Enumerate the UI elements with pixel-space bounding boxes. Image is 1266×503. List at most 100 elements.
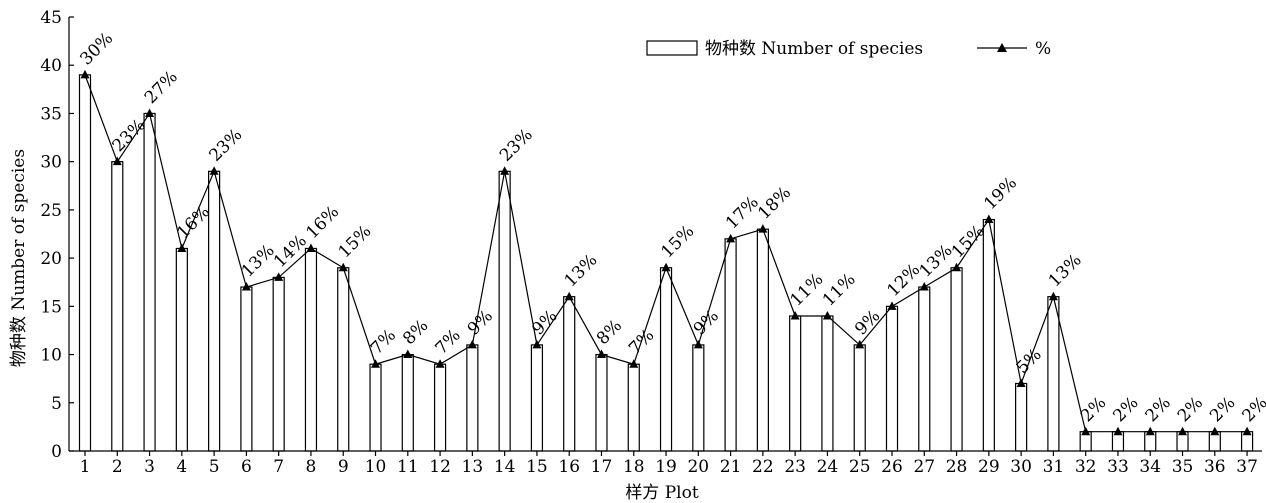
- line-marker: [1016, 378, 1026, 387]
- x-tick-label: 37: [1236, 457, 1258, 477]
- y-tick-label: 30: [40, 153, 62, 173]
- line-marker: [241, 282, 251, 291]
- y-tick-label: 40: [40, 56, 62, 76]
- x-tick-label: 30: [1010, 457, 1032, 477]
- data-label: 15%: [335, 221, 376, 262]
- line-marker: [112, 156, 122, 166]
- data-label: 30%: [76, 29, 117, 70]
- data-label: 7%: [431, 326, 464, 359]
- line-marker: [564, 291, 574, 301]
- x-tick-label: 23: [784, 457, 806, 477]
- line-marker: [338, 262, 348, 272]
- x-tick-label: 8: [306, 457, 317, 477]
- x-tick-label: 18: [623, 457, 645, 477]
- x-tick-label: 19: [655, 457, 677, 477]
- y-axis-title: 物种数 Number of species: [9, 149, 29, 367]
- data-label: 27%: [141, 67, 182, 108]
- x-tick-label: 21: [720, 457, 742, 477]
- y-tick-label: 15: [40, 297, 62, 317]
- bar: [466, 344, 479, 452]
- data-label: 5%: [1013, 345, 1046, 378]
- data-label: 16%: [302, 202, 343, 243]
- bar: [272, 276, 285, 452]
- x-tick-label: 31: [1043, 457, 1065, 477]
- data-label: 11%: [787, 270, 828, 311]
- bar: [111, 161, 124, 452]
- data-label: 14%: [270, 231, 311, 272]
- line-marker: [855, 339, 865, 349]
- line-marker: [726, 233, 736, 243]
- data-label: 9%: [464, 306, 497, 339]
- line-marker: [629, 359, 639, 368]
- x-tick-label: 1: [80, 457, 91, 477]
- line-marker: [661, 262, 671, 272]
- data-label: 9%: [528, 306, 561, 339]
- data-label: 11%: [819, 270, 860, 311]
- x-tick-label: 34: [1139, 457, 1161, 477]
- x-tick-label: 17: [591, 457, 613, 477]
- data-label: 13%: [561, 250, 602, 291]
- x-tick-label: 5: [209, 457, 220, 477]
- bar: [853, 344, 866, 452]
- y-tick-label: 35: [40, 104, 62, 124]
- y-tick-label: 10: [40, 346, 62, 366]
- line-marker: [306, 243, 316, 252]
- bar: [789, 315, 802, 452]
- y-tick-label: 25: [40, 201, 62, 221]
- x-tick-label: 12: [429, 457, 451, 477]
- bar: [885, 305, 899, 452]
- bar: [627, 363, 640, 452]
- data-label: 8%: [593, 316, 626, 349]
- x-tick-label: 24: [817, 457, 839, 477]
- line-marker: [500, 166, 510, 175]
- data-label: 2%: [1238, 393, 1266, 426]
- x-tick-label: 7: [273, 457, 284, 477]
- line-marker: [80, 69, 90, 79]
- x-tick-label: 6: [241, 457, 252, 477]
- data-label: 23%: [109, 115, 150, 156]
- line-marker: [1145, 426, 1155, 436]
- x-tick-label: 32: [1075, 457, 1097, 477]
- bar: [1047, 296, 1060, 452]
- y-tick-label: 0: [51, 442, 62, 462]
- line-marker: [1113, 426, 1123, 436]
- bar: [918, 286, 931, 452]
- data-label: 18%: [754, 183, 795, 224]
- legend: 物种数 Number of species %: [646, 39, 1051, 59]
- legend-triangle-marker: [997, 43, 1007, 52]
- line-marker: [145, 108, 155, 117]
- data-label: 9%: [690, 306, 723, 339]
- x-tick-label: 29: [978, 457, 1000, 477]
- data-label: 23%: [496, 125, 537, 166]
- bar: [659, 267, 673, 452]
- legend-line-label: %: [1035, 39, 1051, 59]
- data-label: 23%: [206, 125, 247, 166]
- x-tick-label: 33: [1107, 457, 1129, 477]
- data-label: 2%: [1109, 393, 1142, 426]
- line-marker: [822, 310, 832, 320]
- line-marker: [371, 359, 381, 368]
- bar: [498, 170, 511, 452]
- line-marker: [693, 339, 703, 349]
- bar: [595, 353, 608, 452]
- line-marker: [177, 243, 187, 252]
- bar: [401, 353, 414, 452]
- data-label: 2%: [1174, 393, 1207, 426]
- x-tick-label: 35: [1172, 457, 1194, 477]
- bar: [950, 267, 963, 452]
- line-marker: [919, 282, 929, 291]
- x-tick-label: 14: [494, 457, 516, 477]
- bar: [692, 344, 705, 452]
- x-tick-label: 3: [144, 457, 155, 477]
- x-tick-label: 11: [397, 457, 419, 477]
- bar: [337, 267, 350, 452]
- x-tick-label: 22: [752, 457, 774, 477]
- y-tick-label: 20: [40, 249, 62, 269]
- bar: [304, 247, 318, 452]
- line-marker: [209, 166, 219, 175]
- x-tick-label: 16: [558, 457, 580, 477]
- line-marker: [435, 359, 445, 368]
- x-tick-label: 15: [526, 457, 548, 477]
